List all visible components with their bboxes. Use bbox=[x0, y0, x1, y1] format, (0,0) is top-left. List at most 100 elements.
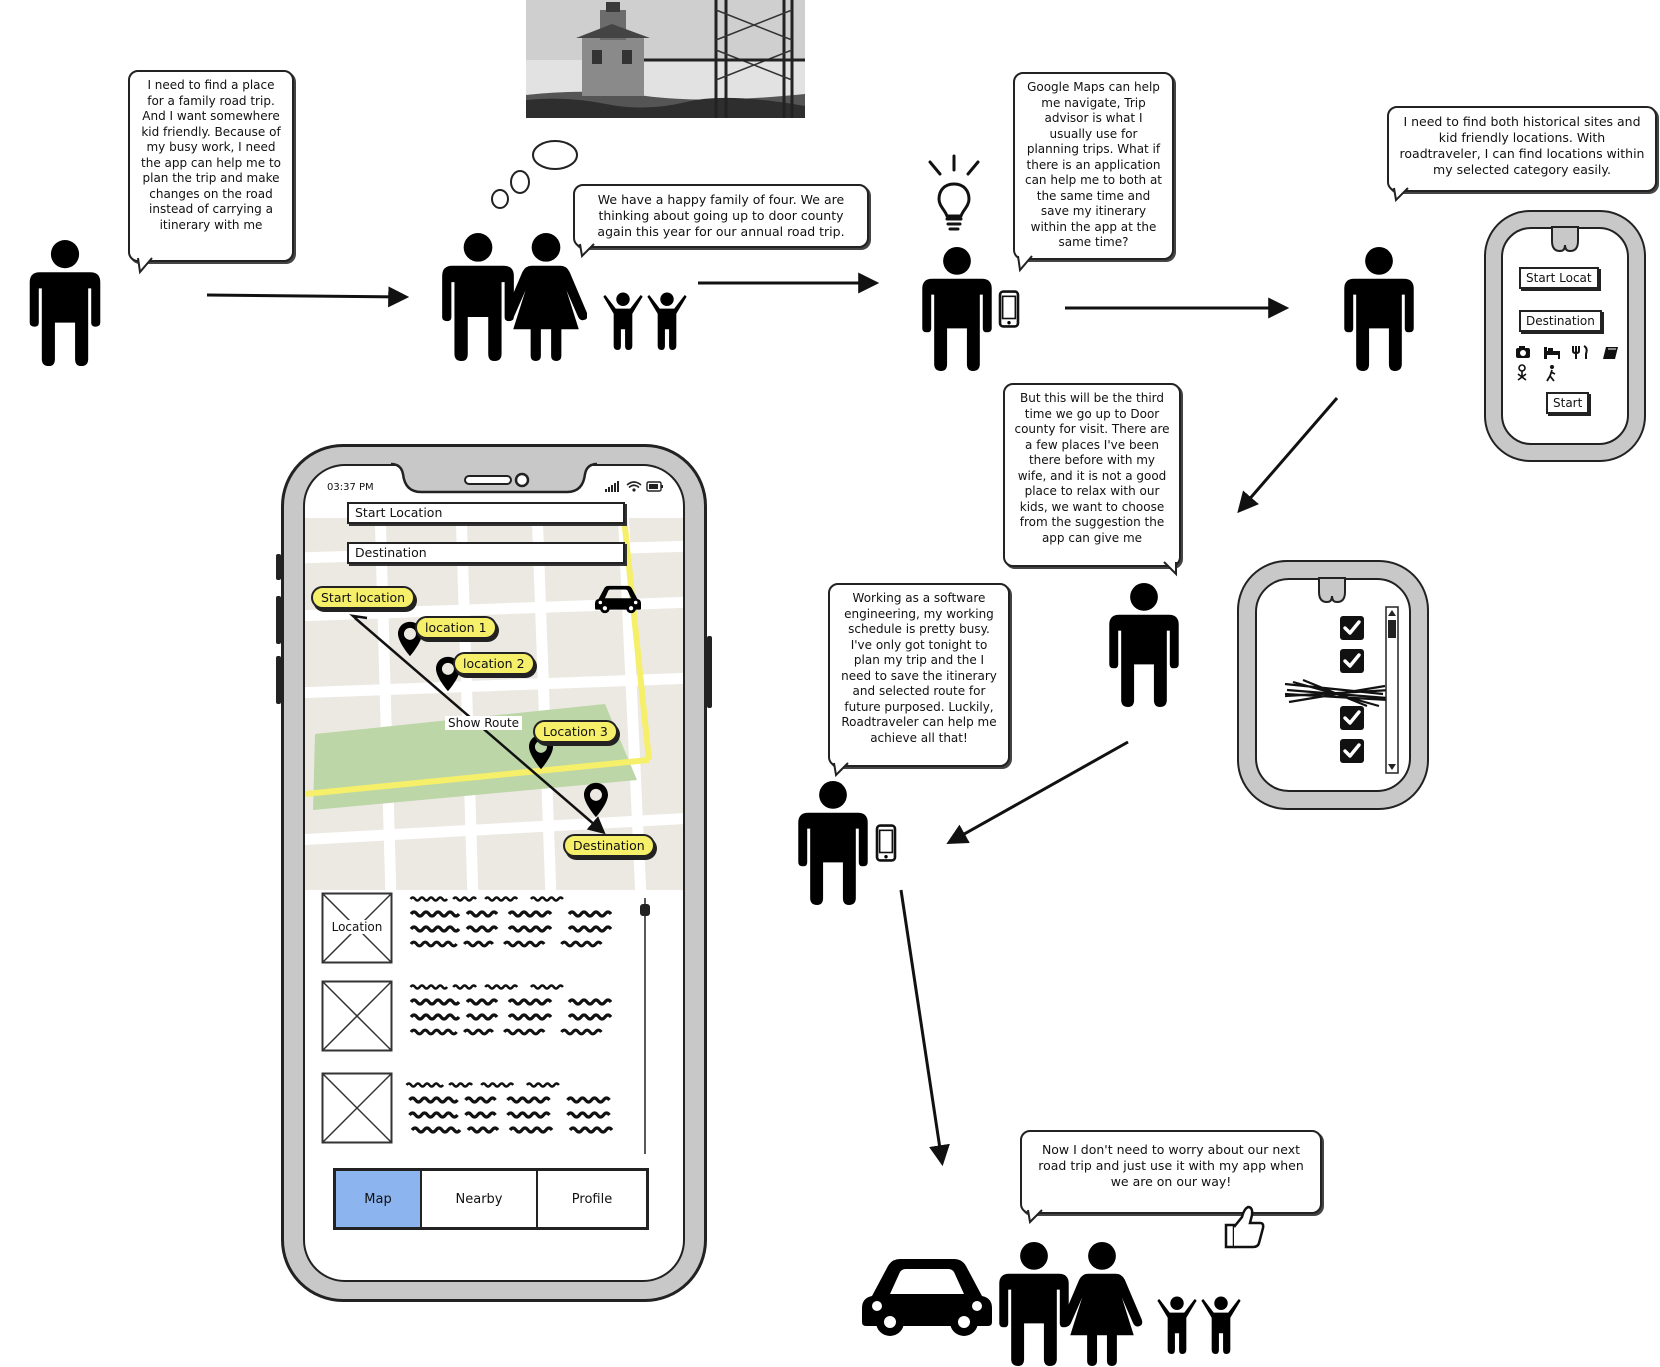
mother-icon bbox=[1061, 1242, 1143, 1366]
destination-input[interactable]: Destination bbox=[347, 542, 625, 564]
location-3-tag[interactable]: Location 3 bbox=[533, 720, 618, 743]
description-text bbox=[409, 983, 613, 1036]
thumbs-up-icon bbox=[1224, 1205, 1265, 1249]
speech-text-7: Now I don't need to worry about our next… bbox=[1038, 1142, 1304, 1189]
person-icon bbox=[921, 247, 993, 371]
phone-side-button bbox=[276, 554, 281, 580]
wifi-icon bbox=[626, 481, 642, 492]
phone-icon bbox=[998, 290, 1020, 328]
kid-icon bbox=[602, 292, 644, 350]
watch-category-icons bbox=[1516, 345, 1618, 382]
book-icon bbox=[1603, 347, 1618, 359]
smartwatch-1: Start Locat Destination Start bbox=[1484, 210, 1646, 462]
destination-tag[interactable]: Destination bbox=[563, 834, 655, 857]
speech-bubble-2: We have a happy family of four. We are t… bbox=[573, 184, 869, 248]
arrow-5 bbox=[946, 740, 1129, 845]
status-time: 03:37 PM bbox=[327, 482, 374, 493]
bubble-tail-1 bbox=[137, 257, 153, 275]
mother-icon bbox=[505, 233, 587, 361]
bubble-tail-6 bbox=[833, 762, 849, 778]
start-location-tag[interactable]: Start location bbox=[311, 586, 416, 609]
description-text bbox=[405, 1081, 614, 1134]
phone-mockup: 03:37 PM Start Location Destination bbox=[276, 444, 712, 1302]
car-icon bbox=[862, 1255, 992, 1337]
person-icon bbox=[1343, 247, 1415, 371]
bubble-tail-5 bbox=[1163, 561, 1177, 577]
tab-bar: Map Nearby Profile bbox=[333, 1168, 649, 1230]
hiking-icon bbox=[1546, 365, 1556, 382]
tab-profile[interactable]: Profile bbox=[537, 1170, 647, 1228]
show-route-label[interactable]: Show Route bbox=[445, 716, 523, 730]
father-icon bbox=[441, 233, 515, 361]
checkbox-icon[interactable] bbox=[1339, 705, 1365, 731]
person-icon bbox=[27, 240, 103, 366]
image-placeholder bbox=[321, 980, 393, 1052]
bubble-tail-4 bbox=[1393, 187, 1409, 203]
speech-bubble-3: Google Maps can help me navigate, Trip a… bbox=[1013, 72, 1174, 260]
bubble-tail-3 bbox=[1017, 255, 1033, 273]
father-icon bbox=[997, 1242, 1071, 1366]
map-view[interactable] bbox=[305, 518, 683, 890]
speech-text-6: Working as a software engineering, my wo… bbox=[841, 591, 997, 745]
kid-icon bbox=[1156, 1296, 1198, 1354]
kid-friendly-icon bbox=[1517, 364, 1527, 381]
lightbulb-icon bbox=[928, 154, 980, 231]
speech-text-5: But this will be the third time we go up… bbox=[1014, 391, 1170, 545]
tab-nearby[interactable]: Nearby bbox=[421, 1170, 537, 1228]
phone-notch bbox=[390, 462, 598, 494]
thought-bubbles bbox=[491, 140, 578, 209]
list-item[interactable] bbox=[321, 980, 621, 1056]
arrow-4 bbox=[1237, 397, 1339, 514]
list-item[interactable] bbox=[321, 1072, 631, 1148]
speech-bubble-4: I need to find both historical sites and… bbox=[1387, 106, 1657, 192]
location-1-tag[interactable]: location 1 bbox=[415, 616, 497, 639]
bed-icon bbox=[1544, 347, 1560, 359]
location-list[interactable]: Location bbox=[305, 890, 683, 1154]
tab-map[interactable]: Map bbox=[335, 1170, 421, 1228]
speech-text-2: We have a happy family of four. We are t… bbox=[597, 192, 845, 239]
phone-side-button bbox=[276, 656, 281, 704]
lighthouse-image bbox=[526, 0, 805, 118]
image-placeholder-label: Location bbox=[329, 920, 385, 934]
status-icons bbox=[605, 481, 663, 492]
location-2-tag[interactable]: location 2 bbox=[453, 652, 535, 675]
restaurant-icon bbox=[1572, 345, 1588, 359]
battery-icon bbox=[646, 481, 663, 492]
watch-destination-button[interactable]: Destination bbox=[1519, 310, 1602, 332]
watch-2-notch bbox=[1318, 577, 1346, 604]
phone-screen: 03:37 PM Start Location Destination bbox=[303, 464, 685, 1282]
watch-start-button[interactable]: Start bbox=[1546, 392, 1590, 414]
person-icon bbox=[797, 781, 869, 905]
smartwatch-2 bbox=[1237, 560, 1429, 810]
crossed-out-item bbox=[1284, 678, 1392, 708]
speech-text-4: I need to find both historical sites and… bbox=[1399, 114, 1645, 177]
checkbox-icon[interactable] bbox=[1339, 648, 1365, 674]
camera-icon bbox=[1516, 346, 1530, 358]
start-location-input[interactable]: Start Location bbox=[347, 502, 625, 524]
checkbox-icon[interactable] bbox=[1339, 738, 1365, 764]
phone-power-button bbox=[707, 636, 712, 708]
watch-start-location-button[interactable]: Start Locat bbox=[1519, 267, 1599, 289]
speech-text-1: I need to find a place for a family road… bbox=[141, 78, 281, 232]
watch-scrollbar[interactable] bbox=[1385, 606, 1399, 774]
description-text bbox=[409, 895, 613, 948]
arrow-1 bbox=[206, 286, 410, 308]
signal-icon bbox=[605, 481, 619, 492]
speech-text-3: Google Maps can help me navigate, Trip a… bbox=[1024, 80, 1162, 249]
checkbox-icon[interactable] bbox=[1339, 615, 1365, 641]
image-placeholder bbox=[321, 1072, 393, 1144]
speech-bubble-6: Working as a software engineering, my wo… bbox=[828, 583, 1010, 767]
speech-bubble-1: I need to find a place for a family road… bbox=[128, 70, 294, 262]
phone-side-button bbox=[276, 596, 281, 644]
phone-icon bbox=[875, 824, 897, 862]
arrow-6 bbox=[899, 889, 950, 1167]
location-pin-icon[interactable] bbox=[583, 782, 609, 818]
watch-1-notch bbox=[1551, 226, 1579, 253]
list-scrollbar[interactable] bbox=[639, 898, 651, 1154]
bubble-tail-7 bbox=[1027, 1209, 1043, 1225]
list-item[interactable]: Location bbox=[321, 892, 621, 968]
kid-icon bbox=[1200, 1296, 1242, 1354]
speech-bubble-7: Now I don't need to worry about our next… bbox=[1020, 1130, 1322, 1214]
kid-icon bbox=[646, 292, 688, 350]
